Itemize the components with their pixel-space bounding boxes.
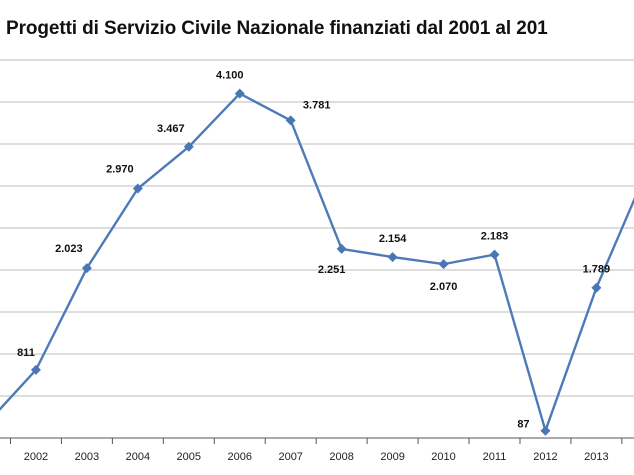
x-tick-label: 2013 <box>584 451 608 463</box>
data-label-2006: 4.100 <box>216 70 244 82</box>
data-point-2003 <box>81 263 92 274</box>
x-tick-label: 2010 <box>431 451 455 463</box>
data-label-2002: 811 <box>17 347 35 359</box>
data-label-2011: 2.183 <box>481 231 509 243</box>
data-label-2009: 2.154 <box>379 233 407 245</box>
data-point-2004 <box>132 183 143 194</box>
data-label-2012: 87 <box>517 419 529 431</box>
data-point-2011 <box>489 249 500 260</box>
x-tick-label: 2006 <box>228 451 252 463</box>
series-line <box>0 92 634 432</box>
data-label-2004: 2.970 <box>106 164 134 176</box>
data-point-2007 <box>285 115 296 126</box>
data-point-2013 <box>591 282 602 293</box>
x-tick-label: 2011 <box>483 451 507 463</box>
data-point-2002 <box>30 364 41 375</box>
x-tick-label: 2009 <box>380 451 404 463</box>
data-label-2007: 3.781 <box>303 99 331 111</box>
data-label-2010: 2.070 <box>430 281 458 293</box>
data-point-2006 <box>234 88 245 99</box>
data-label-2005: 3.467 <box>157 123 185 135</box>
x-tick-label: 2003 <box>75 451 99 463</box>
x-tick-label: 2007 <box>278 451 302 463</box>
data-label-2008: 2.251 <box>318 264 346 276</box>
data-label-2013: 1.789 <box>583 264 611 276</box>
data-point-2008 <box>336 243 347 254</box>
x-tick-label: 2012 <box>533 451 557 463</box>
data-point-2009 <box>387 252 398 263</box>
data-point-2012 <box>540 425 551 436</box>
data-label-2003: 2.023 <box>55 243 83 255</box>
x-tick-label: 2002 <box>24 451 48 463</box>
x-tick-label: 2005 <box>177 451 201 463</box>
data-point-2010 <box>438 259 449 270</box>
x-tick-label: 2004 <box>126 451 150 463</box>
data-point-2005 <box>183 141 194 152</box>
chart-title: Progetti di Servizio Civile Nazionale fi… <box>6 18 548 39</box>
x-tick-label: 2008 <box>329 451 353 463</box>
